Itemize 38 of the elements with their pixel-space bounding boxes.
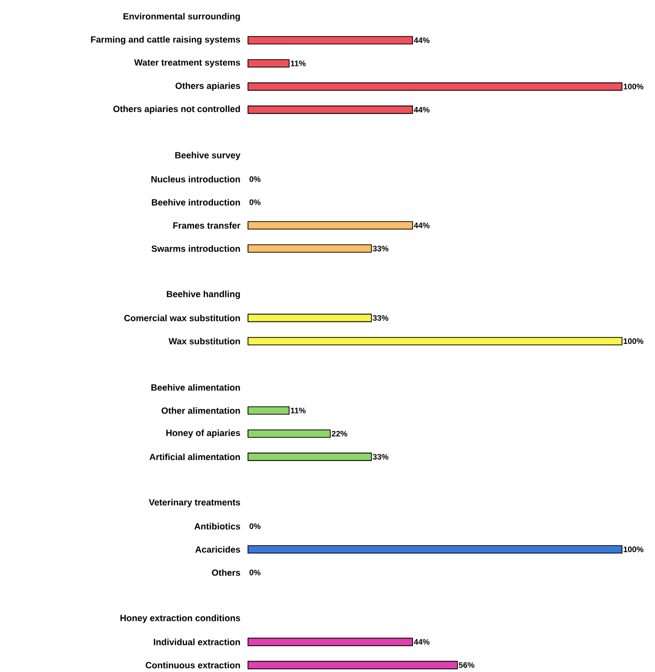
y-tick-label: Individual extraction xyxy=(154,638,240,646)
y-tick-label: Beehive handling xyxy=(166,290,240,300)
bar xyxy=(248,106,413,114)
y-tick-label: Veterinary treatments xyxy=(148,498,240,508)
y-tick-label: Others apiaries not controlled xyxy=(113,106,240,114)
y-tick-label: Beehive survey xyxy=(175,152,240,160)
bar xyxy=(248,406,290,415)
bar xyxy=(248,314,372,322)
bar xyxy=(248,59,290,68)
y-tick-label: Honey of apiaries xyxy=(166,429,240,438)
bar xyxy=(248,244,372,253)
bar xyxy=(248,452,372,461)
bar xyxy=(248,82,622,91)
y-tick-label: Beehive introduction xyxy=(152,198,240,206)
bar xyxy=(248,430,331,438)
bar xyxy=(248,221,413,230)
bar xyxy=(248,545,622,554)
bar xyxy=(248,336,622,346)
y-tick-label: Others xyxy=(212,569,240,576)
y-tick-label: Water treatment systems xyxy=(134,59,240,68)
y-tick-label: Comercial wax substitution xyxy=(124,314,240,322)
y-tick-label: Honey extraction conditions xyxy=(120,614,240,623)
y-tick-label: Farming and cattle raising systems xyxy=(91,36,240,44)
y-tick-label: Frames transfer xyxy=(173,222,240,229)
y-tick-label: Environmental surrounding xyxy=(124,12,240,22)
y-tick-label: Wax substitution xyxy=(168,338,240,344)
y-tick-label: Other alimentation xyxy=(162,407,240,414)
y-tick-label: Artificial alimentation xyxy=(150,454,240,460)
bar xyxy=(248,638,413,646)
y-tick-label: Acaricides xyxy=(195,546,240,553)
y-tick-label: Antibiotics xyxy=(194,522,240,530)
y-tick-label: Others apiaries xyxy=(176,82,240,91)
bar xyxy=(248,36,413,44)
y-tick-label: Swarms introduction xyxy=(152,245,240,252)
y-tick-label: Continuous extraction xyxy=(146,662,240,668)
bar xyxy=(248,660,458,670)
y-tick-label: Nucleus introduction xyxy=(151,176,240,182)
y-tick-label: Beehive alimentation xyxy=(151,384,240,391)
